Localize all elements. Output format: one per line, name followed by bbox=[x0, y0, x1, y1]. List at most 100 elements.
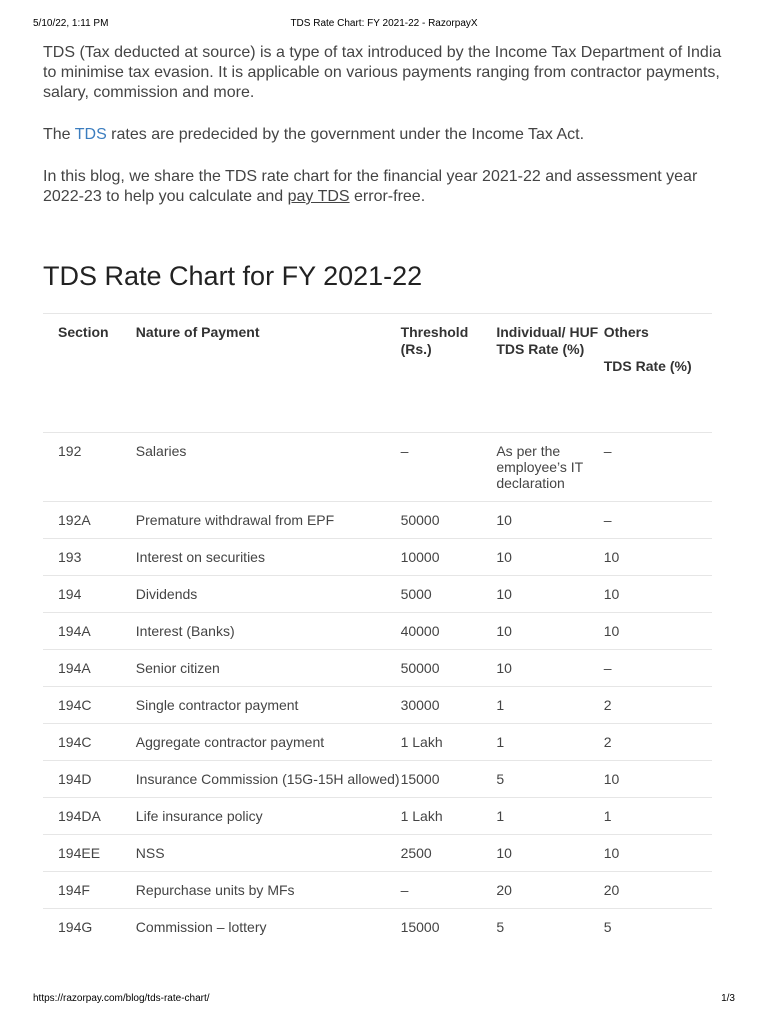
cell-nature: Dividends bbox=[135, 575, 401, 613]
table-row: 194C Aggregate contractor payment 1 Lakh 1 2 bbox=[43, 723, 712, 761]
cell-section: 193 bbox=[43, 538, 136, 576]
cell-section: 194 bbox=[43, 575, 136, 613]
table-row: 194D Insurance Commission (15G-15H allowe… bbox=[43, 760, 712, 798]
cell-section: 192 bbox=[43, 432, 136, 502]
table-row: 194F Repurchase units by MFs –20 20 bbox=[43, 871, 712, 909]
cell-section: 194F bbox=[43, 871, 136, 909]
header-others: Others TDS Rate (%) bbox=[603, 313, 712, 433]
cell-others-rate: – bbox=[603, 501, 712, 539]
print-url: https://razorpay.com/blog/tds-rate-chart… bbox=[33, 993, 210, 1004]
cell-nature: Life insurance policy bbox=[135, 797, 401, 835]
cell-individual-rate: 10 bbox=[496, 612, 604, 650]
header-individual-main: Individual/ HUF bbox=[496, 324, 599, 340]
header-others-sub: TDS Rate (%) bbox=[603, 358, 692, 374]
print-page-title: TDS Rate Chart: FY 2021-22 - RazorpayX bbox=[290, 18, 478, 29]
header-nature: Nature of Payment bbox=[135, 313, 401, 433]
cell-others-rate: 10 bbox=[603, 834, 712, 872]
cell-individual-rate: 10 bbox=[496, 834, 604, 872]
intro-p3-before: In this blog, we share the TDS rate char… bbox=[43, 168, 698, 205]
cell-section: 194C bbox=[43, 723, 136, 761]
cell-nature: Salaries bbox=[135, 432, 401, 502]
cell-nature: Single contractor payment bbox=[135, 686, 401, 724]
table-row: 194 Dividends 5000 10 10 bbox=[43, 575, 712, 613]
cell-section: 192A bbox=[43, 501, 136, 539]
cell-others-rate: 2 bbox=[603, 723, 712, 761]
intro-p2-before: The bbox=[43, 126, 75, 143]
cell-others-rate: 20 bbox=[603, 871, 712, 909]
header-threshold: Threshold (Rs.) bbox=[400, 313, 497, 433]
cell-individual-rate: 1 bbox=[496, 686, 604, 724]
pay-tds-link[interactable]: pay TDS bbox=[287, 188, 350, 205]
cell-section: 194C bbox=[43, 686, 136, 724]
cell-nature: NSS bbox=[135, 834, 401, 872]
cell-others-rate: 5 bbox=[603, 908, 712, 945]
intro-p2-after: rates are predecided by the government u… bbox=[106, 126, 585, 143]
table-header-row: Section Nature of Payment Threshold (Rs.… bbox=[43, 313, 712, 433]
cell-individual-rate: 5 bbox=[496, 760, 604, 798]
cell-threshold: 40000 bbox=[400, 612, 497, 650]
cell-threshold: – bbox=[400, 871, 497, 909]
cell-individual-rate: 5 bbox=[496, 908, 604, 945]
section-title: TDS Rate Chart for FY 2021-22 bbox=[43, 261, 423, 291]
cell-nature: Repurchase units by MFs bbox=[135, 871, 401, 909]
cell-nature: Senior citizen bbox=[135, 649, 401, 687]
header-individual: Individual/ HUF TDS Rate (%) bbox=[496, 313, 604, 433]
header-individual-sub: TDS Rate (%) bbox=[496, 341, 585, 357]
cell-section: 194A bbox=[43, 649, 136, 687]
cell-threshold: 1 Lakh bbox=[400, 797, 497, 835]
header-section: Section bbox=[43, 313, 136, 433]
cell-threshold: 30000 bbox=[400, 686, 497, 724]
cell-others-rate: 10 bbox=[603, 575, 712, 613]
article-content: TDS (Tax deducted at source) is a type o… bbox=[43, 43, 733, 945]
cell-nature: Commission – lottery bbox=[135, 908, 401, 945]
cell-threshold: 10000 bbox=[400, 538, 497, 576]
table-row: 194EE NSS 2500 10 10 bbox=[43, 834, 712, 872]
table-row: 192 Salaries – As per the employee’s IT dec… bbox=[43, 432, 712, 502]
cell-others-rate: 1 bbox=[603, 797, 712, 835]
cell-section: 194A bbox=[43, 612, 136, 650]
intro-p3-after: error-free. bbox=[349, 188, 426, 205]
cell-section: 194G bbox=[43, 908, 136, 945]
table-row: 194A Senior citizen 50000 10– bbox=[43, 649, 712, 687]
cell-nature: Interest (Banks) bbox=[135, 612, 401, 650]
tds-rate-table: Section Nature of Payment Threshold (Rs.… bbox=[43, 313, 712, 945]
cell-individual-rate: As per the employee’s IT declaration bbox=[496, 432, 604, 502]
cell-individual-rate: 10 bbox=[496, 575, 604, 613]
cell-nature: Interest on securities bbox=[135, 538, 401, 576]
table-row: 194C Single contractor payment 30000 1 2 bbox=[43, 686, 712, 724]
intro-paragraph-3: In this blog, we share the TDS rate char… bbox=[43, 167, 733, 207]
cell-others-rate: 2 bbox=[603, 686, 712, 724]
cell-individual-rate: 10 bbox=[496, 501, 604, 539]
table-row: 194DA Life insurance policy 1 Lakh 1 1 bbox=[43, 797, 712, 835]
cell-others-rate: 10 bbox=[603, 612, 712, 650]
cell-section: 194EE bbox=[43, 834, 136, 872]
cell-threshold: 15000 bbox=[400, 760, 497, 798]
cell-section: 194D bbox=[43, 760, 136, 798]
print-datetime: 5/10/22, 1:11 PM bbox=[33, 18, 109, 29]
cell-threshold: 15000 bbox=[400, 908, 497, 945]
intro-paragraph-2: The TDS rates are predecided by the gove… bbox=[43, 125, 733, 145]
tds-link[interactable]: TDS bbox=[74, 126, 107, 143]
cell-threshold: 50000 bbox=[400, 649, 497, 687]
table-row: 194G Commission – lottery 15000 5 5 bbox=[43, 908, 712, 945]
cell-individual-rate: 1 bbox=[496, 797, 604, 835]
cell-others-rate: 10 bbox=[603, 760, 712, 798]
cell-threshold: 1 Lakh bbox=[400, 723, 497, 761]
print-header: 5/10/22, 1:11 PM TDS Rate Chart: FY 2021… bbox=[33, 18, 735, 32]
table-body: 192 Salaries – As per the employee’s IT dec… bbox=[43, 432, 712, 945]
table-row: 193 Interest on securities 10000 10 10 bbox=[43, 538, 712, 576]
cell-threshold: – bbox=[400, 432, 497, 502]
cell-individual-rate: 20 bbox=[496, 871, 604, 909]
cell-individual-rate: 10 bbox=[496, 649, 604, 687]
table-row: 194A Interest (Banks) 40000 10 10 bbox=[43, 612, 712, 650]
cell-individual-rate: 1 bbox=[496, 723, 604, 761]
cell-others-rate: 10 bbox=[603, 538, 712, 576]
cell-section: 194DA bbox=[43, 797, 136, 835]
intro-paragraph-1: TDS (Tax deducted at source) is a type o… bbox=[43, 44, 722, 101]
cell-others-rate: – bbox=[603, 649, 712, 687]
cell-nature: Aggregate contractor payment bbox=[135, 723, 401, 761]
table-row: 192A Premature withdrawal from EPF 50000 10… bbox=[43, 501, 712, 539]
cell-others-rate: – bbox=[603, 432, 712, 502]
cell-threshold: 50000 bbox=[400, 501, 497, 539]
header-others-main: Others bbox=[603, 324, 649, 340]
